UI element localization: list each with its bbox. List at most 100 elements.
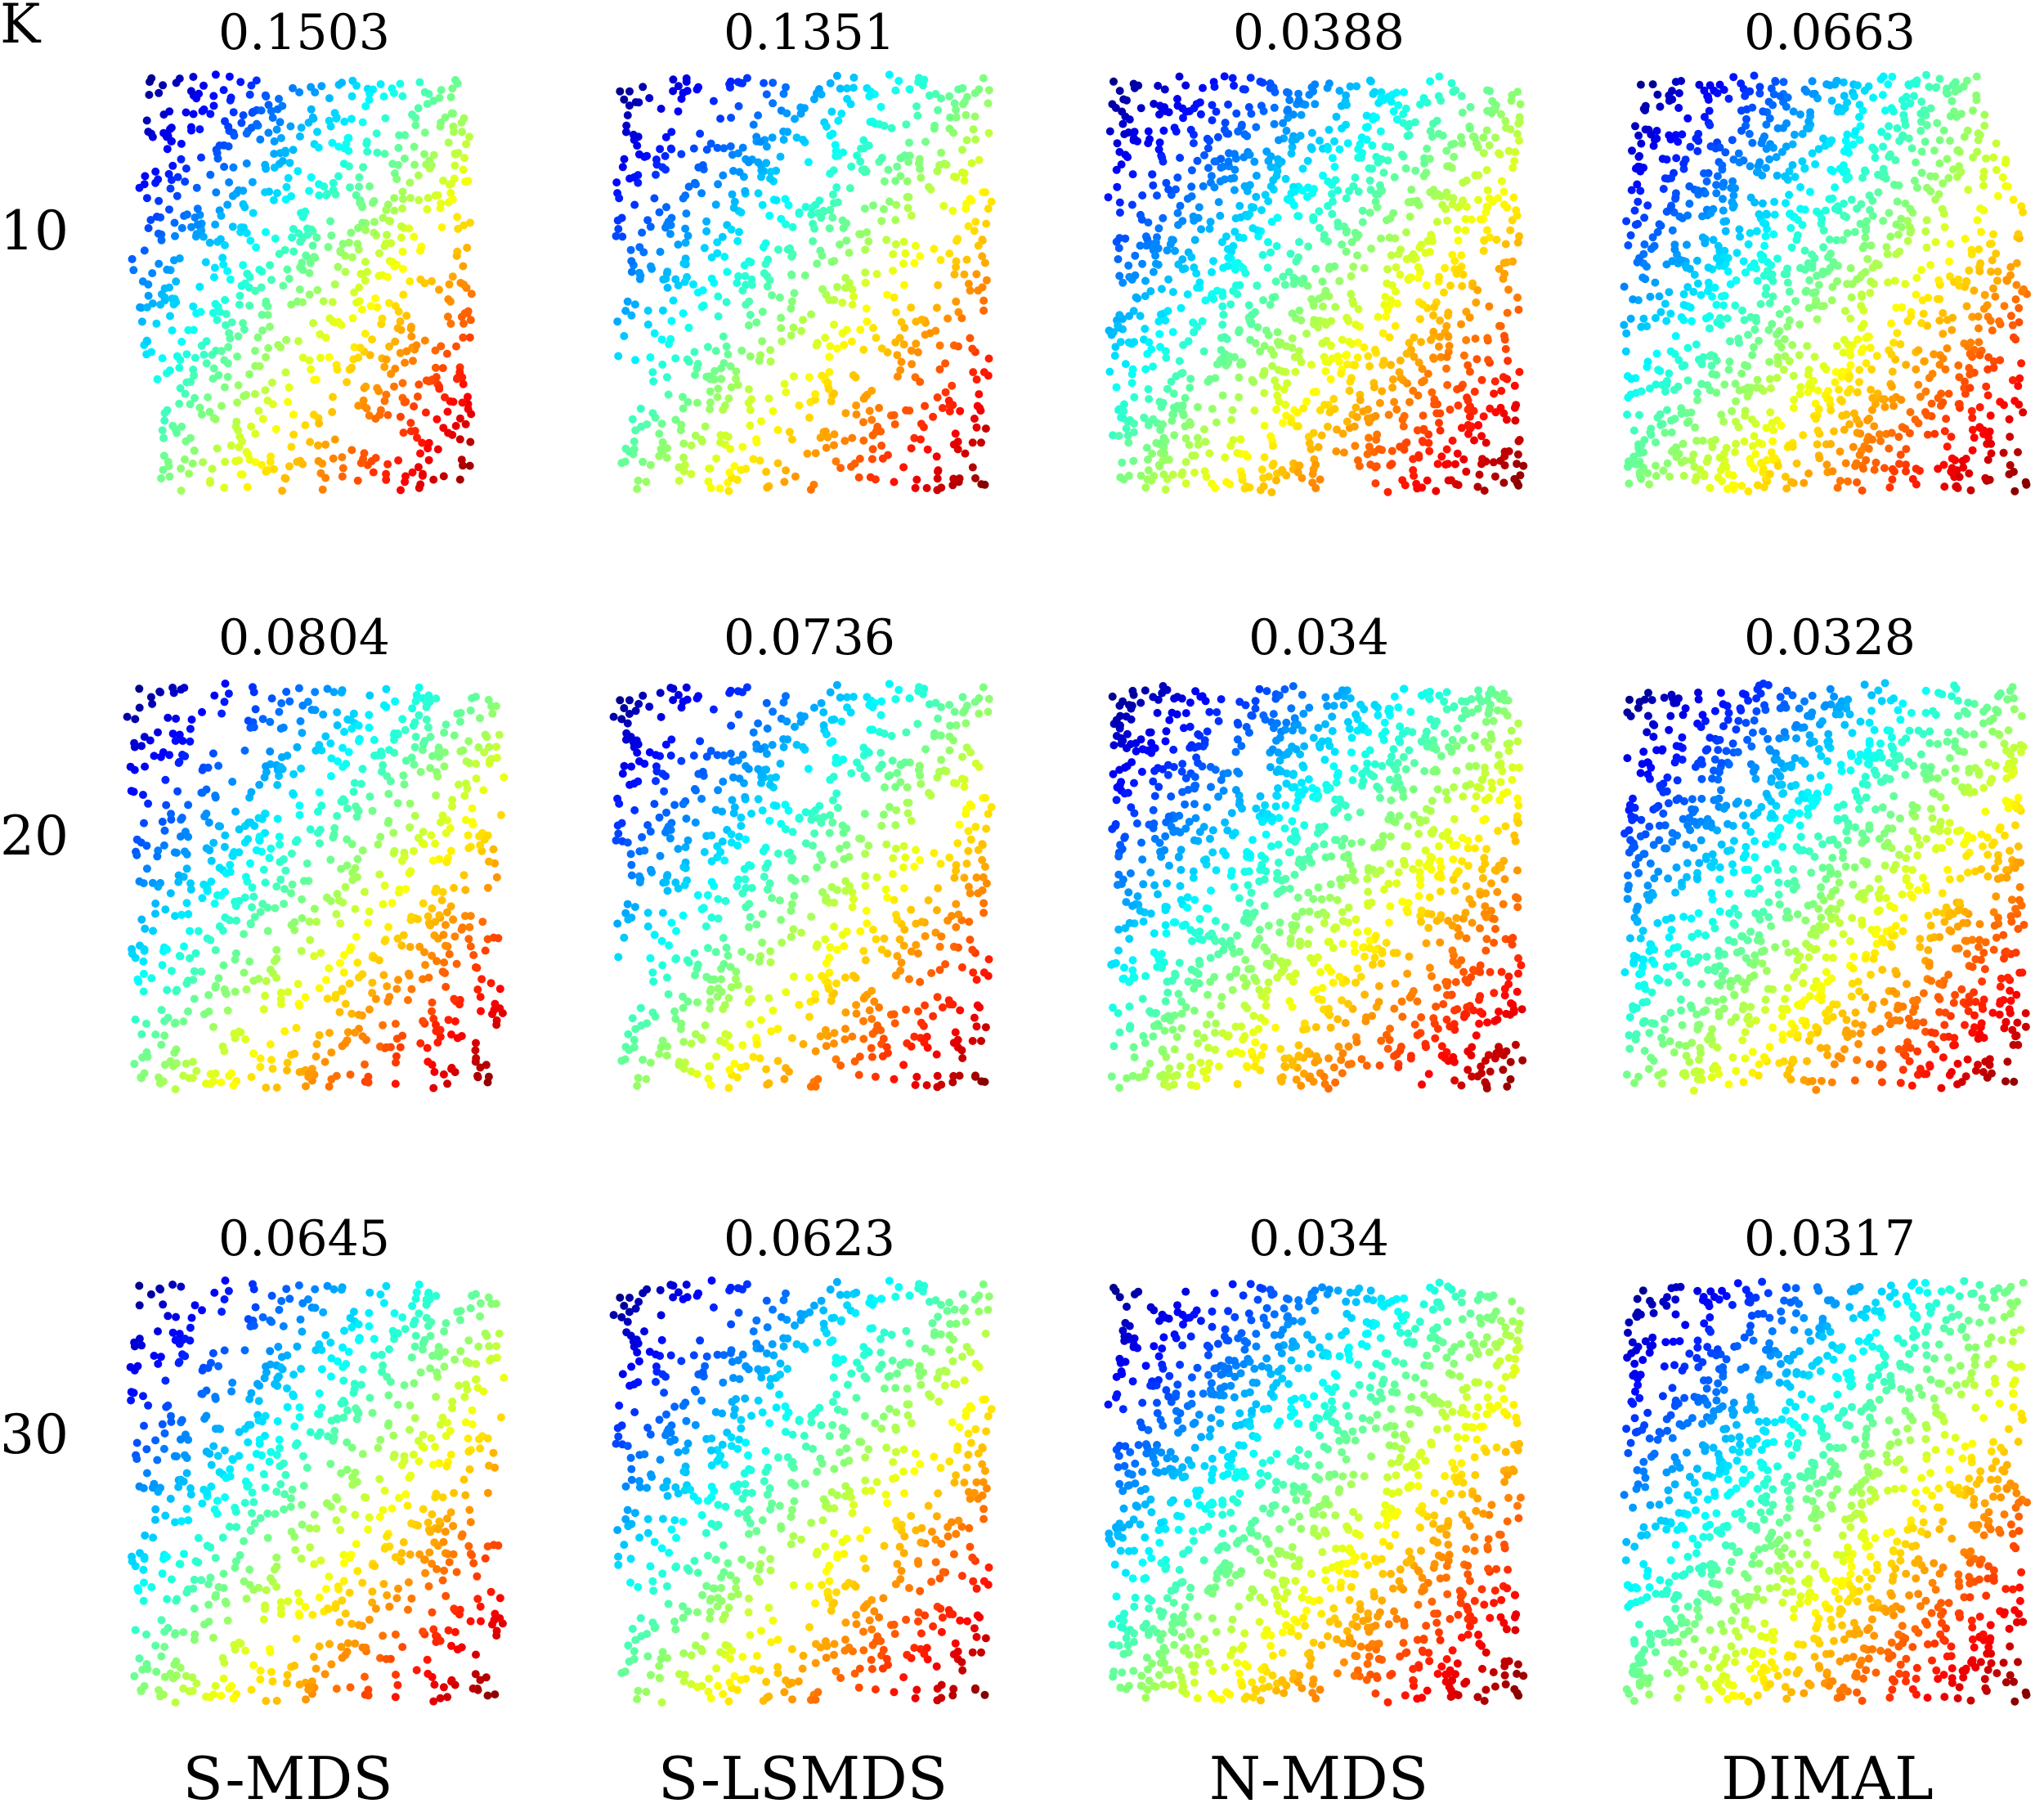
data-point (1880, 464, 1889, 473)
data-point (354, 1011, 363, 1019)
data-point (864, 237, 873, 246)
data-point (1649, 141, 1658, 150)
data-point (661, 274, 670, 283)
data-point (294, 337, 303, 346)
data-point (1483, 334, 1492, 343)
data-point (1712, 300, 1721, 309)
data-point (1371, 479, 1380, 488)
data-point (655, 429, 664, 438)
data-point (968, 438, 977, 447)
data-point (657, 335, 666, 344)
data-point (830, 257, 839, 266)
data-point (246, 859, 254, 868)
data-point (1912, 273, 1921, 282)
data-point (360, 887, 369, 896)
data-point (1715, 257, 1724, 266)
data-point (1369, 89, 1378, 98)
data-point (1117, 413, 1126, 422)
data-point (410, 402, 419, 411)
data-point (1852, 415, 1861, 424)
data-point (1942, 415, 1951, 424)
data-point (1275, 397, 1284, 406)
data-point (1959, 463, 1968, 472)
data-point (1307, 445, 1316, 454)
data-point (1365, 361, 1374, 370)
data-point (1271, 277, 1280, 286)
data-point (679, 467, 688, 476)
row-axis-label: K (0, 0, 42, 56)
data-point (251, 429, 260, 438)
data-point (1692, 340, 1701, 349)
data-point (1704, 454, 1713, 463)
data-point (1639, 249, 1648, 258)
data-point (956, 406, 965, 415)
data-point (1308, 469, 1317, 478)
data-point (173, 191, 182, 200)
data-point (462, 779, 470, 788)
data-point (1451, 460, 1459, 469)
data-point (275, 249, 284, 258)
data-point (1432, 218, 1441, 227)
data-point (1753, 481, 1762, 490)
data-point (245, 301, 254, 310)
data-point (382, 469, 391, 478)
data-point (777, 324, 786, 333)
data-point (254, 975, 263, 983)
data-point (968, 344, 977, 353)
data-point (1845, 372, 1854, 380)
data-point (646, 460, 655, 469)
data-point (215, 864, 224, 873)
data-point (787, 304, 796, 313)
data-point (1763, 455, 1772, 464)
data-point (1732, 249, 1741, 258)
data-point (1345, 338, 1354, 346)
data-point (316, 330, 325, 339)
data-point (865, 92, 874, 101)
data-point (289, 411, 298, 419)
data-point (627, 311, 636, 320)
data-point (272, 125, 281, 134)
data-point (440, 762, 449, 771)
data-point (141, 172, 150, 181)
data-point (1881, 174, 1890, 183)
data-point (1750, 325, 1759, 334)
data-point (893, 372, 902, 381)
data-point (1921, 408, 1930, 416)
data-point (773, 245, 782, 254)
data-point (347, 114, 356, 123)
data-point (773, 425, 782, 434)
data-point (737, 465, 746, 474)
data-point (972, 375, 981, 384)
data-point (1755, 158, 1764, 167)
data-point (1853, 275, 1862, 284)
data-point (726, 142, 735, 150)
data-point (416, 1039, 425, 1048)
data-point (1731, 301, 1740, 310)
data-point (1260, 342, 1269, 350)
data-point (633, 484, 642, 493)
data-point (2021, 478, 2030, 487)
data-point (1737, 369, 1746, 378)
data-point (623, 297, 632, 306)
data-point (436, 1025, 445, 1034)
data-point (213, 154, 222, 163)
data-point (1702, 177, 1711, 186)
data-point (290, 1049, 299, 1058)
data-point (1243, 452, 1252, 461)
data-point (968, 463, 977, 472)
data-point (1461, 215, 1470, 223)
data-point (374, 840, 383, 849)
data-point (1362, 111, 1371, 120)
data-point (948, 481, 957, 490)
data-point (132, 835, 141, 844)
data-point (626, 245, 635, 254)
data-point (1759, 107, 1768, 116)
data-point (1689, 287, 1698, 296)
data-point (1894, 460, 1903, 469)
data-point (193, 220, 202, 229)
data-point (2002, 276, 2011, 285)
data-point (1111, 343, 1120, 352)
data-point (838, 329, 847, 338)
data-point (724, 394, 733, 403)
data-point (726, 77, 735, 86)
